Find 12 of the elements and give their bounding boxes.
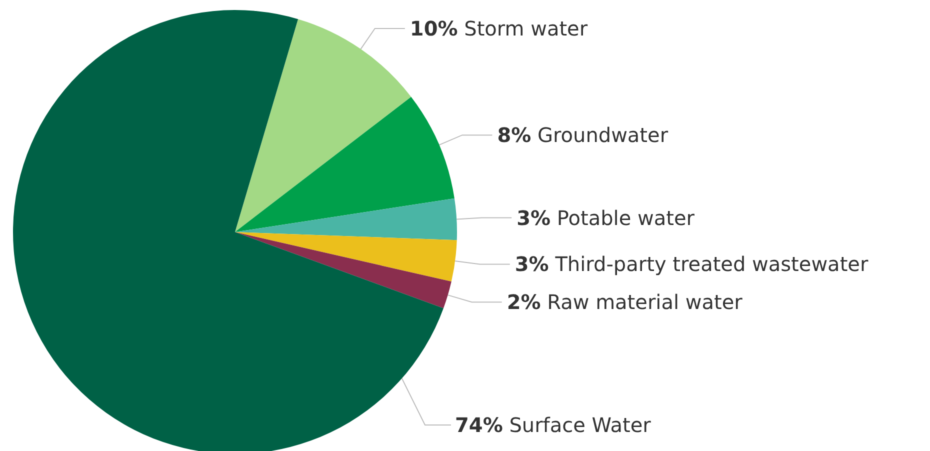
slice-label: Groundwater [531, 123, 669, 148]
slice-label: Surface Water [502, 413, 652, 437]
slice-label: Raw material water [540, 290, 744, 314]
slice-label: Potable water [550, 206, 696, 230]
data-label: 2% [506, 290, 541, 314]
data-label: 3% [514, 252, 549, 276]
data-label: 74% [455, 413, 503, 437]
data-label: 10% [410, 16, 458, 40]
data-label: 3% [516, 206, 551, 230]
slice-label: Third-party treated wastewater [548, 252, 869, 276]
slice-label: Storm water [458, 16, 588, 40]
data-label: 8% [497, 123, 532, 148]
